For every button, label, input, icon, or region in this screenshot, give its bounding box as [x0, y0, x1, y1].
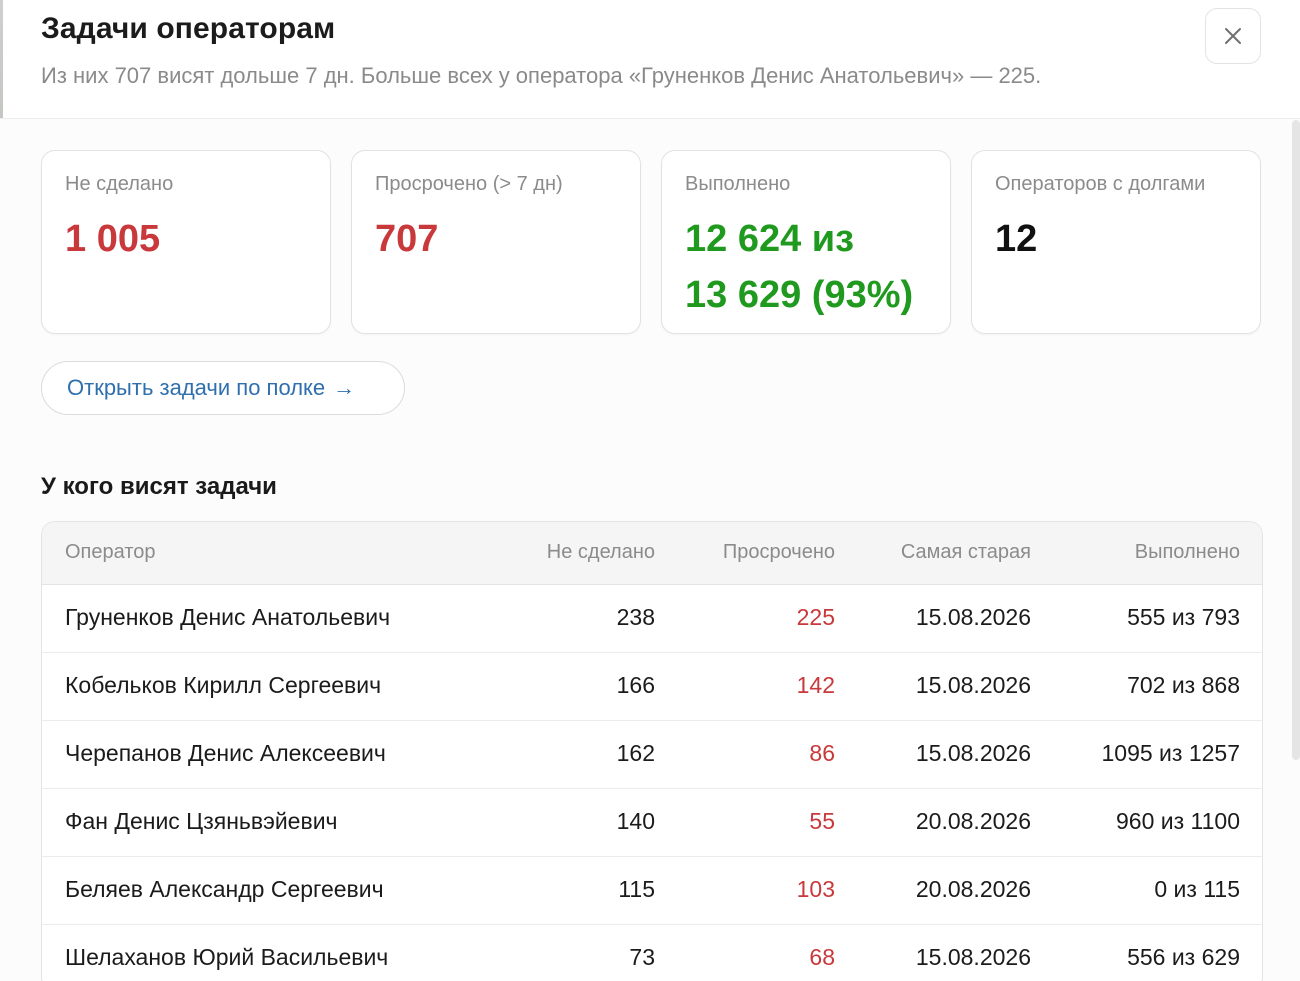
modal-header: Задачи операторам Из них 707 висят дольш… [0, 0, 1300, 119]
oldest-date: 20.08.2026 [915, 876, 1031, 902]
column-header-oldest[interactable]: Самая старая [900, 541, 1031, 563]
modal-subtitle: Из них 707 висят дольше 7 дн. Больше все… [41, 63, 1042, 88]
not-done-count: 162 [616, 740, 655, 766]
stat-card-done: Выполнено 12 624 из 13 629 (93%) [661, 150, 951, 334]
done-count: 0 из 115 [1154, 876, 1240, 902]
oldest-date: 15.08.2026 [915, 740, 1031, 766]
operator-name: Беляев Александр Сергеевич [65, 876, 384, 902]
not-done-count: 73 [629, 944, 655, 970]
operators-table: Оператор Не сделано Просрочено Самая ста… [41, 521, 1263, 981]
close-button[interactable] [1205, 8, 1261, 64]
table-row[interactable]: Кобельков Кирилл Сергеевич 166 142 15.08… [42, 653, 1262, 721]
operator-name: Груненков Денис Анатольевич [65, 604, 391, 630]
scrollbar[interactable] [1292, 120, 1300, 760]
column-header-overdue[interactable]: Просрочено [722, 541, 835, 563]
overdue-count: 142 [796, 672, 835, 698]
column-header-done[interactable]: Выполнено [1134, 541, 1240, 563]
stat-label: Выполнено [685, 173, 791, 195]
operator-name: Черепанов Денис Алексеевич [65, 740, 386, 766]
table-row[interactable]: Фан Денис Цзяньвэйевич 140 55 20.08.2026… [42, 789, 1262, 857]
not-done-count: 238 [616, 604, 655, 630]
arrow-right-icon: → [333, 375, 356, 400]
operator-name: Фан Денис Цзяньвэйевич [65, 808, 338, 834]
done-count: 1095 из 1257 [1101, 740, 1240, 766]
stat-label: Операторов с долгами [995, 173, 1206, 195]
stat-card-operators-with-debts: Операторов с долгами 12 [971, 150, 1261, 334]
done-count: 555 из 793 [1127, 604, 1240, 630]
table-row[interactable]: Черепанов Денис Алексеевич 162 86 15.08.… [42, 721, 1262, 789]
oldest-date: 15.08.2026 [915, 944, 1031, 970]
overdue-count: 225 [796, 604, 835, 630]
stat-value: 707 [375, 218, 439, 260]
operator-name: Кобельков Кирилл Сергеевич [65, 672, 382, 698]
oldest-date: 15.08.2026 [915, 672, 1031, 698]
column-header-not-done[interactable]: Не сделано [546, 541, 655, 563]
overdue-count: 103 [796, 876, 835, 902]
overdue-count: 86 [809, 740, 835, 766]
not-done-count: 166 [616, 672, 655, 698]
stat-value: 12 [995, 218, 1038, 260]
open-shelf-tasks-label: Открыть задачи по полке [67, 375, 326, 400]
modal-body: Не сделано 1 005 Просрочено (> 7 дн) 707… [0, 119, 1300, 981]
done-count: 556 из 629 [1127, 944, 1240, 970]
stat-card-not-done: Не сделано 1 005 [41, 150, 331, 334]
open-shelf-tasks-button[interactable]: Открыть задачи по полке → [41, 361, 405, 415]
table-row[interactable]: Беляев Александр Сергеевич 115 103 20.08… [42, 857, 1262, 925]
stat-card-overdue: Просрочено (> 7 дн) 707 [351, 150, 641, 334]
not-done-count: 140 [616, 808, 655, 834]
oldest-date: 15.08.2026 [915, 604, 1031, 630]
section-title: У кого висят задачи [41, 473, 277, 500]
close-icon [1225, 28, 1241, 44]
done-count: 702 из 868 [1127, 672, 1240, 698]
stat-value: 1 005 [65, 218, 161, 260]
not-done-count: 115 [618, 876, 655, 902]
table-row[interactable]: Груненков Денис Анатольевич 238 225 15.0… [42, 585, 1262, 653]
stat-label: Просрочено (> 7 дн) [375, 173, 563, 195]
oldest-date: 20.08.2026 [915, 808, 1031, 834]
operator-name: Шелаханов Юрий Васильевич [65, 944, 389, 970]
table-header: Оператор Не сделано Просрочено Самая ста… [42, 522, 1262, 585]
done-count: 960 из 1100 [1115, 808, 1240, 834]
stat-value: 12 624 из 13 629 (93%) [685, 218, 914, 316]
column-header-operator[interactable]: Оператор [65, 541, 156, 563]
stat-label: Не сделано [65, 173, 174, 195]
overdue-count: 68 [809, 944, 835, 970]
modal-title: Задачи операторам [41, 12, 336, 45]
table-row[interactable]: Шелаханов Юрий Васильевич 73 68 15.08.20… [42, 925, 1262, 981]
overdue-count: 55 [809, 808, 835, 834]
